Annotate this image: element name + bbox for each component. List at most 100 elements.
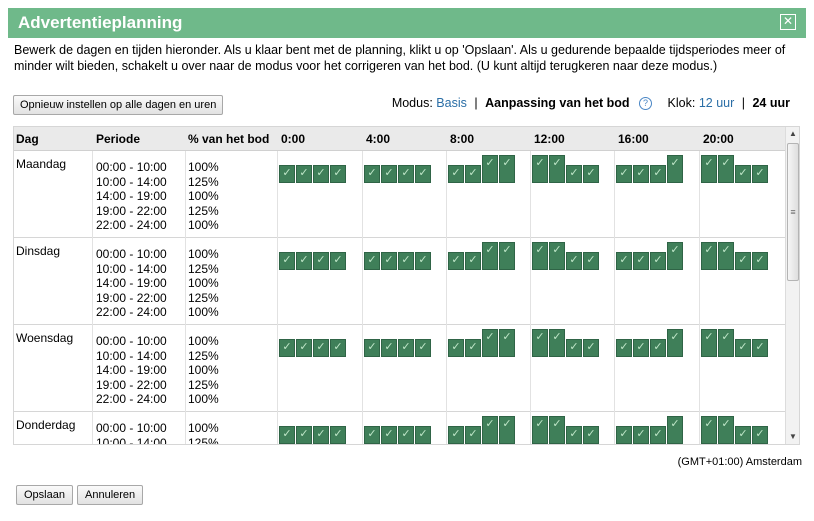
hour-cell[interactable]: ✓ — [633, 165, 649, 183]
hour-cell[interactable]: ✓ — [279, 339, 295, 357]
hour-cell[interactable]: ✓ — [398, 165, 414, 183]
hour-cell[interactable]: ✓ — [583, 252, 599, 270]
clock-12h-link[interactable]: 12 uur — [698, 96, 735, 110]
help-icon[interactable]: ? — [639, 97, 653, 110]
hour-cell[interactable]: ✓ — [616, 252, 632, 270]
hour-cell[interactable]: ✓ — [650, 252, 666, 270]
hour-cell[interactable]: ✓ — [566, 165, 582, 183]
hour-cell[interactable]: ✓ — [313, 339, 329, 357]
hour-cell[interactable]: ✓ — [381, 165, 397, 183]
hour-cell[interactable]: ✓ — [330, 339, 346, 357]
hour-cell[interactable]: ✓ — [499, 416, 515, 444]
hour-cell[interactable]: ✓ — [448, 426, 464, 444]
hour-cell[interactable]: ✓ — [398, 339, 414, 357]
hour-cell[interactable]: ✓ — [701, 155, 717, 183]
hour-cell[interactable]: ✓ — [313, 252, 329, 270]
hour-cell[interactable]: ✓ — [499, 242, 515, 270]
hour-cell[interactable]: ✓ — [532, 416, 548, 444]
hour-cell[interactable]: ✓ — [415, 426, 431, 444]
hour-cell[interactable]: ✓ — [465, 165, 481, 183]
hour-cell[interactable]: ✓ — [752, 165, 768, 183]
reset-all-button[interactable]: Opnieuw instellen op alle dagen en uren — [13, 95, 224, 115]
hour-cell[interactable]: ✓ — [616, 339, 632, 357]
hour-cell[interactable]: ✓ — [532, 329, 548, 357]
hour-cell[interactable]: ✓ — [650, 339, 666, 357]
hour-cell[interactable]: ✓ — [279, 426, 295, 444]
hour-cell[interactable]: ✓ — [398, 252, 414, 270]
hour-cell[interactable]: ✓ — [735, 339, 751, 357]
grid-scrollbar[interactable]: ▲ ≡ ▼ — [785, 127, 799, 444]
hour-cell[interactable]: ✓ — [549, 155, 565, 183]
hour-cell[interactable]: ✓ — [330, 252, 346, 270]
hour-cell[interactable]: ✓ — [752, 426, 768, 444]
hour-cell[interactable]: ✓ — [566, 426, 582, 444]
hour-cell[interactable]: ✓ — [718, 329, 734, 357]
hour-cell[interactable]: ✓ — [364, 252, 380, 270]
hour-cell[interactable]: ✓ — [381, 252, 397, 270]
hour-cell[interactable]: ✓ — [296, 252, 312, 270]
hour-cell[interactable]: ✓ — [616, 426, 632, 444]
hour-cell[interactable]: ✓ — [465, 426, 481, 444]
hour-cell[interactable]: ✓ — [465, 252, 481, 270]
hour-cell[interactable]: ✓ — [549, 242, 565, 270]
hour-cell[interactable]: ✓ — [566, 339, 582, 357]
hour-cell[interactable]: ✓ — [482, 416, 498, 444]
hour-cell[interactable]: ✓ — [667, 329, 683, 357]
hour-cell[interactable]: ✓ — [499, 329, 515, 357]
hour-cell[interactable]: ✓ — [633, 426, 649, 444]
hour-cell[interactable]: ✓ — [330, 426, 346, 444]
hour-cell[interactable]: ✓ — [313, 426, 329, 444]
hour-cell[interactable]: ✓ — [549, 329, 565, 357]
hour-cell[interactable]: ✓ — [330, 165, 346, 183]
hour-cell[interactable]: ✓ — [583, 165, 599, 183]
hour-cell[interactable]: ✓ — [448, 339, 464, 357]
hour-cell[interactable]: ✓ — [549, 416, 565, 444]
hour-cell[interactable]: ✓ — [415, 339, 431, 357]
hour-cell[interactable]: ✓ — [364, 426, 380, 444]
hour-cell[interactable]: ✓ — [752, 339, 768, 357]
hour-cell[interactable]: ✓ — [279, 252, 295, 270]
hour-cell[interactable]: ✓ — [583, 339, 599, 357]
hour-cell[interactable]: ✓ — [381, 426, 397, 444]
hour-cell[interactable]: ✓ — [667, 155, 683, 183]
hour-cell[interactable]: ✓ — [650, 165, 666, 183]
hour-cell[interactable]: ✓ — [313, 165, 329, 183]
hour-cell[interactable]: ✓ — [364, 339, 380, 357]
hour-cell[interactable]: ✓ — [735, 252, 751, 270]
hour-cell[interactable]: ✓ — [566, 252, 582, 270]
scroll-up-arrow-icon[interactable]: ▲ — [789, 129, 797, 138]
hour-cell[interactable]: ✓ — [448, 252, 464, 270]
scroll-down-arrow-icon[interactable]: ▼ — [789, 432, 797, 441]
hour-cell[interactable]: ✓ — [364, 165, 380, 183]
hour-cell[interactable]: ✓ — [718, 416, 734, 444]
hour-cell[interactable]: ✓ — [735, 426, 751, 444]
hour-cell[interactable]: ✓ — [616, 165, 632, 183]
save-button[interactable]: Opslaan — [16, 485, 73, 505]
hour-cell[interactable]: ✓ — [633, 252, 649, 270]
hour-cell[interactable]: ✓ — [296, 339, 312, 357]
hour-cell[interactable]: ✓ — [633, 339, 649, 357]
hour-cell[interactable]: ✓ — [499, 155, 515, 183]
hour-cell[interactable]: ✓ — [482, 242, 498, 270]
hour-cell[interactable]: ✓ — [415, 165, 431, 183]
scroll-thumb[interactable]: ≡ — [787, 143, 799, 281]
hour-cell[interactable]: ✓ — [583, 426, 599, 444]
hour-cell[interactable]: ✓ — [667, 416, 683, 444]
hour-cell[interactable]: ✓ — [752, 252, 768, 270]
hour-cell[interactable]: ✓ — [381, 339, 397, 357]
hour-cell[interactable]: ✓ — [465, 339, 481, 357]
hour-cell[interactable]: ✓ — [701, 242, 717, 270]
hour-cell[interactable]: ✓ — [718, 155, 734, 183]
hour-cell[interactable]: ✓ — [296, 165, 312, 183]
hour-cell[interactable]: ✓ — [650, 426, 666, 444]
hour-cell[interactable]: ✓ — [296, 426, 312, 444]
close-icon[interactable]: ✕ — [780, 14, 796, 30]
hour-cell[interactable]: ✓ — [532, 155, 548, 183]
hour-cell[interactable]: ✓ — [415, 252, 431, 270]
hour-cell[interactable]: ✓ — [482, 329, 498, 357]
hour-cell[interactable]: ✓ — [279, 165, 295, 183]
hour-cell[interactable]: ✓ — [701, 416, 717, 444]
cancel-button[interactable]: Annuleren — [77, 485, 144, 505]
hour-cell[interactable]: ✓ — [701, 329, 717, 357]
mode-basic-link[interactable]: Basis — [436, 96, 467, 110]
